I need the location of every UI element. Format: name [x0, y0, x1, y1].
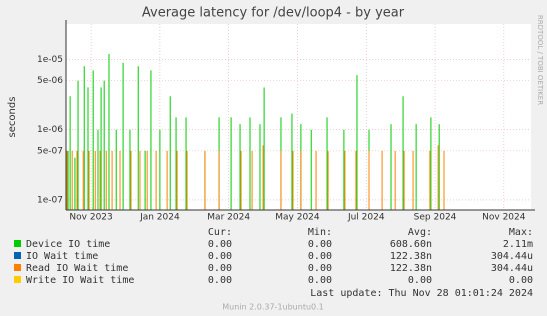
legend-label: Write IO Wait time — [26, 275, 134, 286]
legend-label: Device IO time — [26, 239, 110, 250]
summary-value: 0.00 — [308, 263, 332, 274]
summary-header: Max: — [509, 227, 533, 238]
summary-value: 608.60n — [390, 239, 432, 250]
summary-value: 0.00 — [208, 239, 232, 250]
legend-swatch — [14, 264, 21, 271]
summary-value: 304.44u — [491, 263, 533, 274]
summary-value: 0.00 — [208, 263, 232, 274]
x-tick-label: Jan 2024 — [139, 213, 180, 223]
y-tick-label: 5e-06 — [37, 76, 63, 86]
last-update: Last update: Thu Nov 28 01:01:24 2024 — [310, 288, 533, 299]
summary-value: 0.00 — [308, 275, 332, 286]
summary-header: Min: — [308, 227, 332, 238]
summary-value: 0.00 — [308, 251, 332, 262]
summary-value: 0.00 — [208, 275, 232, 286]
x-tick-label: Sep 2024 — [414, 213, 457, 223]
y-tick-label: 5e-07 — [37, 146, 63, 156]
summary-header: Avg: — [408, 227, 432, 238]
summary-value: 122.38n — [390, 263, 432, 274]
x-tick-label: May 2024 — [275, 213, 320, 223]
plot-area — [66, 24, 531, 210]
y-tick-label: 1e-07 — [37, 195, 63, 205]
summary-header: Cur: — [208, 227, 232, 238]
y-tick-label: 1e-06 — [37, 125, 63, 135]
summary-value: 0.00 — [308, 239, 332, 250]
x-tick-label: Mar 2024 — [207, 213, 250, 223]
footer: Munin 2.0.37-1ubuntu0.1 — [222, 303, 324, 312]
summary-value: 2.11m — [503, 239, 533, 250]
summary-value: 0.00 — [509, 275, 533, 286]
summary-value: 0.00 — [408, 275, 432, 286]
summary-value: 0.00 — [208, 251, 232, 262]
legend-swatch — [14, 276, 21, 283]
y-axis-label: seconds — [7, 97, 18, 138]
summary-value: 304.44u — [491, 251, 533, 262]
x-tick-label: Nov 2023 — [69, 213, 112, 223]
side-note: RRDTOOL / TOBI OETIKER — [536, 15, 544, 105]
x-tick-label: Jul 2024 — [347, 213, 385, 223]
chart-title: Average latency for /dev/loop4 - by year — [142, 6, 405, 21]
x-tick-label: Nov 2024 — [482, 213, 526, 223]
legend-label: Read IO Wait time — [26, 263, 128, 274]
legend-swatch — [14, 252, 21, 259]
y-tick-label: 1e-05 — [37, 55, 63, 65]
legend-swatch — [14, 240, 21, 247]
legend-label: IO Wait time — [26, 251, 98, 262]
summary-value: 122.38n — [390, 251, 432, 262]
